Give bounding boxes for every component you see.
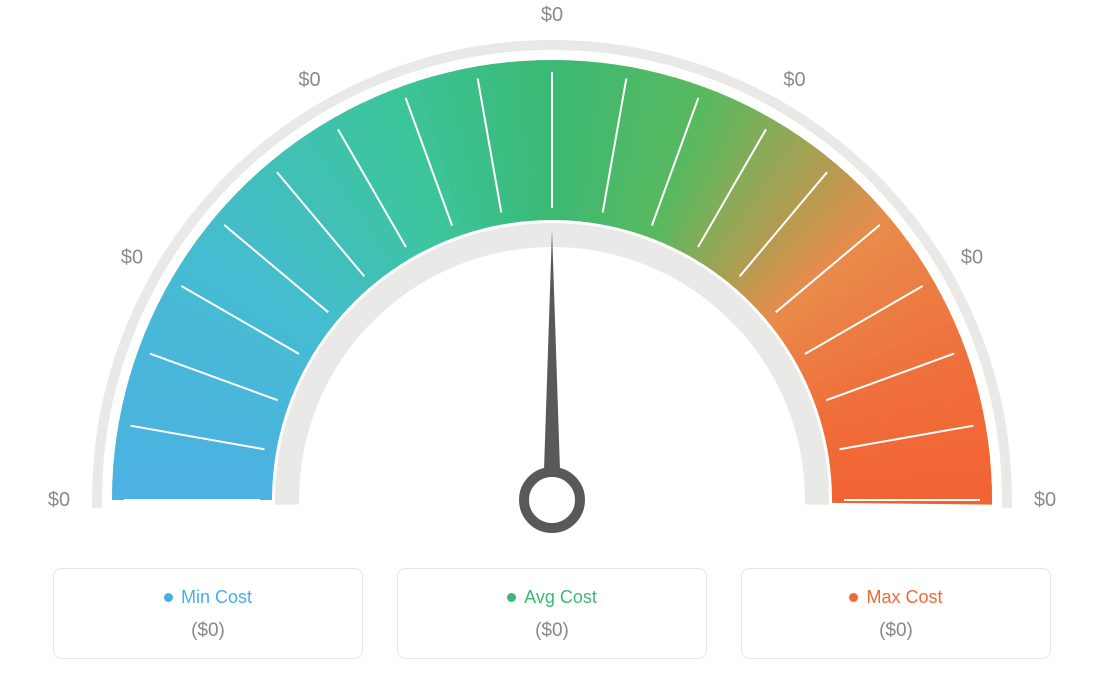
- gauge-tick-label: $0: [1034, 489, 1056, 511]
- gauge-tick-label: $0: [121, 247, 143, 269]
- legend-box-min: Min Cost ($0): [53, 568, 363, 659]
- legend-box-max: Max Cost ($0): [741, 568, 1051, 659]
- legend-label-max: Max Cost: [752, 587, 1040, 608]
- gauge-area: $0 $0 $0 $0 $0 $0 $0: [0, 0, 1104, 560]
- gauge-tick-label: $0: [783, 69, 805, 91]
- gauge-tick-label: $0: [298, 69, 320, 91]
- gauge-needle-hub: [524, 472, 580, 528]
- legend-dot-min: [164, 593, 173, 602]
- legend-box-avg: Avg Cost ($0): [397, 568, 707, 659]
- legend-row: Min Cost ($0) Avg Cost ($0) Max Cost ($0…: [0, 568, 1104, 659]
- legend-dot-max: [849, 593, 858, 602]
- gauge-svg: $0 $0 $0 $0 $0 $0 $0: [0, 0, 1104, 560]
- gauge-tick-label: $0: [541, 4, 563, 26]
- legend-dot-avg: [507, 593, 516, 602]
- legend-value-max: ($0): [752, 620, 1040, 642]
- legend-value-min: ($0): [64, 620, 352, 642]
- legend-text-max: Max Cost: [866, 587, 942, 608]
- legend-label-min: Min Cost: [64, 587, 352, 608]
- gauge-needle: [543, 230, 561, 500]
- gauge-chart-container: $0 $0 $0 $0 $0 $0 $0 Min Cost ($0) Avg Cost ($…: [0, 0, 1104, 690]
- legend-label-avg: Avg Cost: [408, 587, 696, 608]
- legend-text-min: Min Cost: [181, 587, 252, 608]
- legend-value-avg: ($0): [408, 620, 696, 642]
- gauge-tick-label: $0: [961, 247, 983, 269]
- legend-text-avg: Avg Cost: [524, 587, 597, 608]
- gauge-tick-label: $0: [48, 489, 70, 511]
